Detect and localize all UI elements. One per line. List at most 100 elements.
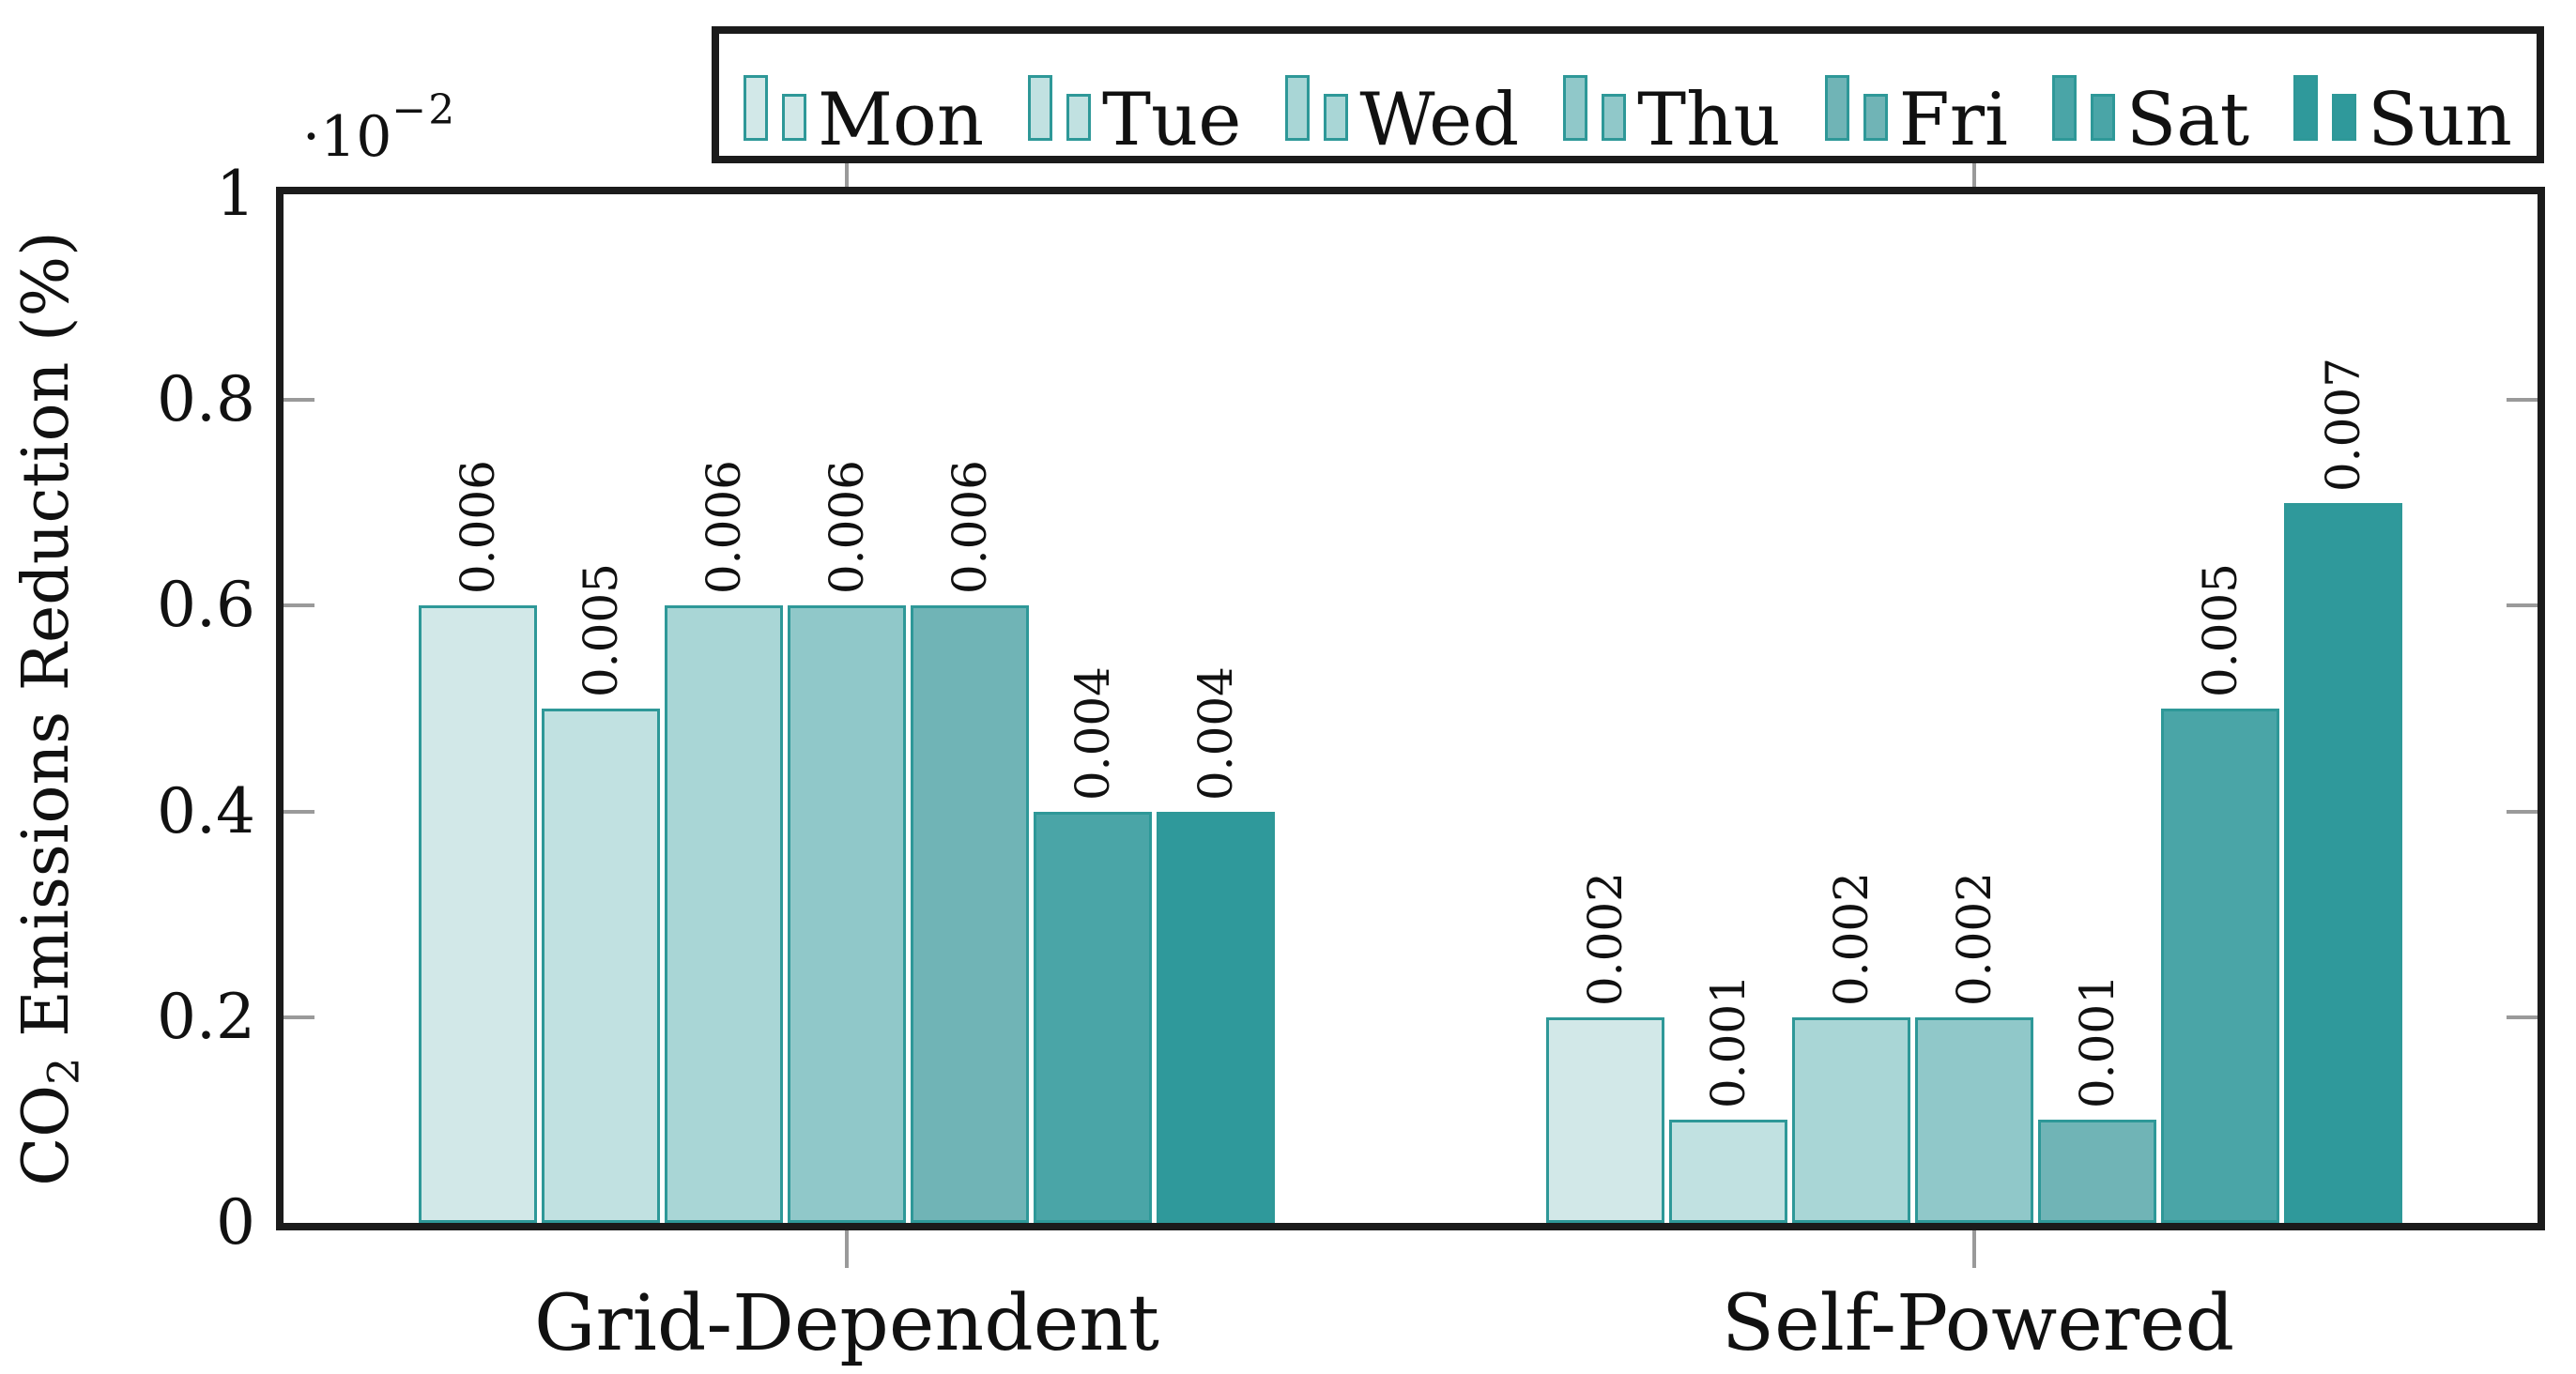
bar-grid-dependent-tue [542,709,660,1223]
bar-value-text: 0.001 [1700,973,1756,1108]
legend-marker-bar-short [1066,94,1091,141]
legend-marker-bar-short [1602,94,1627,141]
legend-marker-bar-tall [1563,75,1588,141]
bar-value-text: 0.004 [1188,665,1243,801]
y-axis-title-post: Emissions Reduction (%) [9,231,84,1058]
y-axis-title-subscript: 2 [38,1057,89,1085]
bar-value-label: 0.002 [1944,872,2004,1006]
legend-marker-icon [1027,75,1091,141]
legend-marker-icon [744,75,806,141]
x-tick-top-grid-dependent [845,160,849,187]
legend-entry-sun: Sun [2293,68,2512,157]
legend-entry-fri: Fri [1824,68,2008,157]
y-tick-right [2507,1015,2538,1019]
legend-entry-tue: Tue [1027,68,1241,157]
bar-value-text: 0.001 [2069,973,2124,1108]
multiplier-base: ·10 [302,104,392,170]
bar-value-label: 0.004 [1186,666,1246,801]
bar-grid-dependent-fri [911,605,1029,1223]
legend: Mon Tue Wed Thu Fri Sat Sun [712,26,2544,163]
legend-marker-bar-tall [1285,75,1311,141]
bar-grid-dependent-sun [1157,812,1275,1223]
plot-canvas: 0.006 0.005 0.006 0.006 0.006 0.004 0.004 0.002… [284,194,2538,1223]
bar-self-powered-wed [1792,1017,1910,1223]
bar-value-text: 0.006 [942,459,997,594]
legend-entry-mon: Mon [744,68,984,157]
legend-marker-bar-short [782,94,806,141]
bar-value-label: 0.005 [571,563,631,697]
bar-grid-dependent-mon [419,605,537,1223]
legend-label-sun: Sun [2368,78,2512,162]
x-tick-top-self-powered [1972,160,1976,187]
bar-value-label: 0.005 [2190,563,2250,697]
bar-value-label: 0.006 [448,460,508,594]
bar-grid-dependent-sat [1034,812,1152,1223]
legend-marker-bar-short [2090,94,2115,141]
bar-value-label: 0.006 [694,460,754,594]
legend-entry-wed: Wed [1285,68,1519,157]
x-category-label-grid-dependent: Grid-Dependent [533,1279,1159,1368]
legend-marker-icon [1563,75,1627,141]
bar-value-label: 0.007 [2313,358,2373,492]
legend-marker-icon [1285,75,1349,141]
legend-marker-bar-tall [1027,75,1052,141]
legend-entry-thu: Thu [1563,68,1781,157]
legend-marker-bar-tall [744,75,768,141]
y-tick-left [284,603,314,607]
y-tick-label-0.6: 0.6 [157,569,255,641]
legend-label-wed: Wed [1359,78,1520,162]
bar-value-text: 0.002 [1823,871,1878,1006]
legend-label-mon: Mon [818,78,985,162]
legend-label-fri: Fri [1898,78,2008,162]
bar-value-label: 0.001 [1698,974,1758,1108]
bar-value-label: 0.006 [940,460,1000,594]
y-tick-label-0.2: 0.2 [157,981,255,1053]
bar-self-powered-sun [2284,503,2402,1223]
bar-self-powered-sat [2161,709,2279,1223]
y-axis-title: CO2 Emissions Reduction (%) [9,52,89,1366]
y-tick-right [2507,810,2538,814]
bar-value-text: 0.002 [1577,871,1633,1006]
bar-value-text: 0.002 [1946,871,2001,1006]
bar-value-label: 0.006 [817,460,877,594]
y-tick-left [284,398,314,402]
bar-self-powered-tue [1669,1120,1787,1223]
bar-self-powered-thu [1915,1017,2033,1223]
bar-value-text: 0.004 [1065,665,1120,801]
bar-grid-dependent-wed [665,605,783,1223]
legend-marker-bar-short [2332,94,2357,141]
bar-self-powered-mon [1546,1017,1664,1223]
bar-value-text: 0.006 [696,459,751,594]
bar-value-label: 0.002 [1821,872,1881,1006]
x-category-label-self-powered: Self-Powered [1721,1279,2235,1368]
y-tick-right [2507,603,2538,607]
bar-value-text: 0.005 [2192,562,2247,697]
bar-value-text: 0.007 [2315,357,2370,492]
legend-label-tue: Tue [1101,78,1242,162]
y-tick-label-0: 0 [216,1186,255,1259]
legend-marker-icon [1824,75,1888,141]
legend-marker-icon [2293,75,2357,141]
plot-area: 0.006 0.005 0.006 0.006 0.006 0.004 0.004 0.002… [276,187,2545,1230]
x-tick-bottom-grid-dependent [845,1230,849,1268]
legend-label-thu: Thu [1637,78,1781,162]
legend-marker-bar-tall [2051,75,2077,141]
legend-entry-sat: Sat [2051,68,2249,157]
y-tick-label-0.8: 0.8 [157,363,255,435]
y-tick-label-1: 1 [216,158,255,230]
y-tick-left [284,810,314,814]
legend-marker-bar-tall [2293,75,2319,141]
y-tick-label-0.4: 0.4 [157,775,255,847]
multiplier-exponent: −2 [391,86,457,134]
y-tick-right [2507,398,2538,402]
bar-grid-dependent-thu [788,605,906,1223]
bar-value-text: 0.006 [819,459,874,594]
bar-value-label: 0.001 [2067,974,2127,1108]
bar-value-label: 0.002 [1575,872,1635,1006]
legend-marker-bar-short [1324,94,1349,141]
bar-self-powered-fri [2038,1120,2156,1223]
bar-value-text: 0.006 [450,459,505,594]
y-axis-multiplier: ·10−2 [302,73,456,175]
legend-marker-bar-short [1863,94,1888,141]
